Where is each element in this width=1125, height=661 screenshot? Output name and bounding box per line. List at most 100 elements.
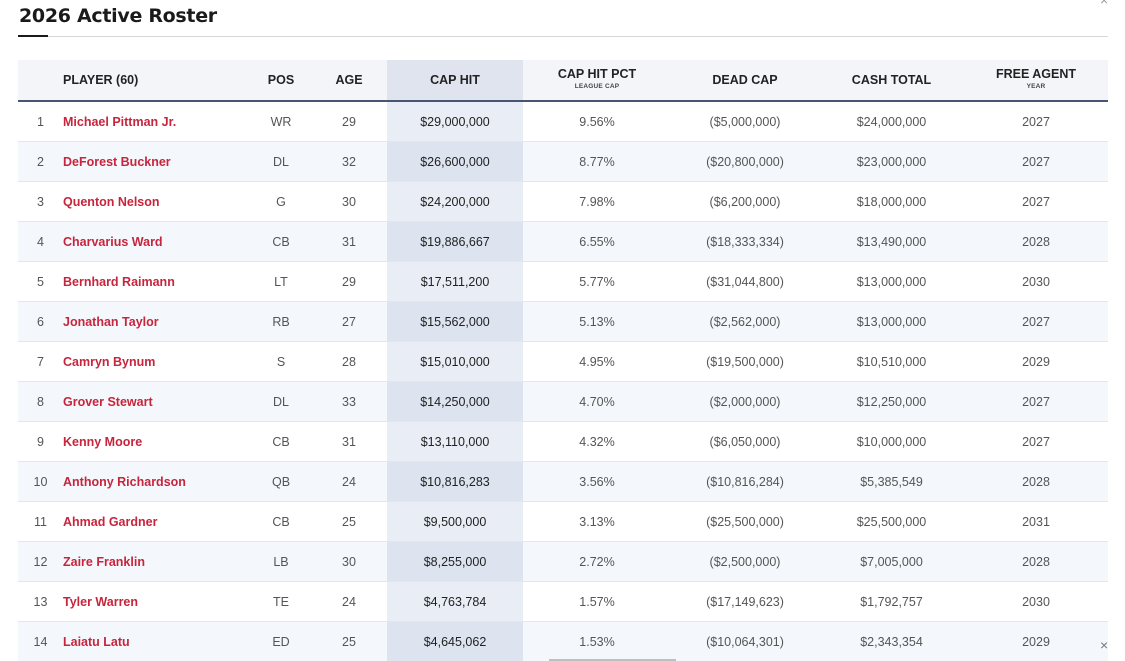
row-position-cell: CB (251, 421, 311, 462)
player-name-link[interactable]: Tyler Warren (63, 594, 139, 609)
row-free-agent-year-cell: 2027 (964, 301, 1108, 342)
row-age-cell: 33 (311, 381, 387, 422)
player-name-link[interactable]: Bernhard Raimann (63, 274, 175, 289)
row-cash-total-cell: $12,250,000 (819, 381, 964, 422)
row-position-cell: DL (251, 381, 311, 422)
table-row: 7 Camryn Bynum S 28 $15,010,000 4.95% ($19,500… (18, 341, 1108, 382)
player-name-link[interactable]: Grover Stewart (63, 394, 153, 409)
player-name-link[interactable]: Camryn Bynum (63, 354, 156, 369)
row-free-agent-year-cell: 2027 (964, 101, 1108, 142)
close-icon[interactable]: × (1100, 637, 1109, 653)
row-dead-cap-cell: ($18,333,334) (671, 221, 819, 262)
row-cap-hit-cell: $9,500,000 (387, 501, 523, 542)
table-row: 10 Anthony Richardson QB 24 $10,816,283 3.56%… (18, 461, 1108, 502)
row-cap-hit-pct-cell: 5.77% (523, 261, 671, 302)
col-header-age[interactable]: AGE (311, 60, 387, 102)
row-rank-cell: 3 (18, 181, 63, 222)
col-header-cash-total[interactable]: CASH TOTAL (819, 60, 964, 102)
title-accent-bar (18, 35, 48, 37)
row-age-cell: 31 (311, 221, 387, 262)
player-name-link[interactable]: Zaire Franklin (63, 554, 145, 569)
row-rank-cell: 6 (18, 301, 63, 342)
player-name-link[interactable]: Anthony Richardson (63, 474, 186, 489)
row-rank-cell: 7 (18, 341, 63, 382)
close-icon[interactable]: × (1100, 0, 1109, 8)
row-free-agent-year-cell: 2028 (964, 221, 1108, 262)
row-age-cell: 25 (311, 501, 387, 542)
row-cap-hit-cell: $26,600,000 (387, 141, 523, 182)
player-name-link[interactable]: Laiatu Latu (63, 634, 130, 649)
table-header-row: PLAYER (60) POS AGE CAP HIT CAP HIT PCT … (18, 60, 1108, 102)
roster-table-body: 1 Michael Pittman Jr. WR 29 $29,000,000 9.56%… (18, 101, 1108, 661)
row-age-cell: 27 (311, 301, 387, 342)
table-row: 3 Quenton Nelson G 30 $24,200,000 7.98% ($6,20… (18, 181, 1108, 222)
col-header-free-agent[interactable]: FREE AGENT YEAR (964, 60, 1108, 102)
row-rank-cell: 11 (18, 501, 63, 542)
player-name-link[interactable]: Charvarius Ward (63, 234, 163, 249)
row-cash-total-cell: $7,005,000 (819, 541, 964, 582)
col-header-cap-hit-pct-label: CAP HIT PCT (557, 66, 637, 81)
row-free-agent-year-cell: 2027 (964, 181, 1108, 222)
col-header-cap-hit-pct[interactable]: CAP HIT PCT LEAGUE CAP (523, 60, 671, 102)
row-position-cell: ED (251, 621, 311, 661)
row-cap-hit-cell: $14,250,000 (387, 381, 523, 422)
player-name-link-cell: Quenton Nelson (63, 181, 251, 222)
title-divider (18, 36, 1108, 37)
col-header-player[interactable]: PLAYER (60) (63, 60, 251, 102)
row-rank-cell: 8 (18, 381, 63, 422)
player-name-link-cell: DeForest Buckner (63, 141, 251, 182)
player-name-link[interactable]: Kenny Moore (63, 434, 143, 449)
row-dead-cap-cell: ($2,562,000) (671, 301, 819, 342)
player-name-link-cell: Camryn Bynum (63, 341, 251, 382)
col-header-rank[interactable] (18, 60, 63, 102)
row-dead-cap-cell: ($25,500,000) (671, 501, 819, 542)
player-name-link[interactable]: Ahmad Gardner (63, 514, 158, 529)
row-cap-hit-cell: $4,763,784 (387, 581, 523, 622)
row-cap-hit-cell: $4,645,062 (387, 621, 523, 661)
col-header-cap-hit-pct-sublabel: LEAGUE CAP (574, 82, 620, 90)
horizontal-scrollbar-thumb[interactable] (549, 659, 676, 661)
row-cap-hit-pct-cell: 1.57% (523, 581, 671, 622)
player-name-link[interactable]: Quenton Nelson (63, 194, 160, 209)
player-name-link[interactable]: Jonathan Taylor (63, 314, 159, 329)
row-cap-hit-pct-cell: 4.32% (523, 421, 671, 462)
row-cash-total-cell: $13,490,000 (819, 221, 964, 262)
roster-table: PLAYER (60) POS AGE CAP HIT CAP HIT PCT … (18, 60, 1108, 661)
row-cash-total-cell: $23,000,000 (819, 141, 964, 182)
col-header-cap-hit[interactable]: CAP HIT (387, 60, 523, 102)
row-free-agent-year-cell: 2029 (964, 621, 1108, 661)
row-cap-hit-cell: $17,511,200 (387, 261, 523, 302)
row-cap-hit-pct-cell: 1.53% (523, 621, 671, 661)
table-row: 4 Charvarius Ward CB 31 $19,886,667 6.55% ($18… (18, 221, 1108, 262)
row-dead-cap-cell: ($2,500,000) (671, 541, 819, 582)
row-cap-hit-cell: $15,562,000 (387, 301, 523, 342)
row-rank-cell: 2 (18, 141, 63, 182)
row-cap-hit-cell: $10,816,283 (387, 461, 523, 502)
table-row: 13 Tyler Warren TE 24 $4,763,784 1.57% ($17,14… (18, 581, 1108, 622)
row-cap-hit-cell: $8,255,000 (387, 541, 523, 582)
row-cash-total-cell: $18,000,000 (819, 181, 964, 222)
row-cash-total-cell: $25,500,000 (819, 501, 964, 542)
row-cap-hit-pct-cell: 3.56% (523, 461, 671, 502)
table-row: 9 Kenny Moore CB 31 $13,110,000 4.32% ($6,050,… (18, 421, 1108, 462)
row-age-cell: 24 (311, 461, 387, 502)
row-free-agent-year-cell: 2031 (964, 501, 1108, 542)
row-rank-cell: 12 (18, 541, 63, 582)
row-position-cell: G (251, 181, 311, 222)
row-cash-total-cell: $13,000,000 (819, 261, 964, 302)
player-name-link[interactable]: Michael Pittman Jr. (63, 114, 177, 129)
row-cash-total-cell: $24,000,000 (819, 101, 964, 142)
col-header-pos[interactable]: POS (251, 60, 311, 102)
row-age-cell: 31 (311, 421, 387, 462)
player-name-link[interactable]: DeForest Buckner (63, 154, 171, 169)
row-dead-cap-cell: ($19,500,000) (671, 341, 819, 382)
player-name-link-cell: Jonathan Taylor (63, 301, 251, 342)
row-dead-cap-cell: ($5,000,000) (671, 101, 819, 142)
table-row: 6 Jonathan Taylor RB 27 $15,562,000 5.13% ($2,… (18, 301, 1108, 342)
row-rank-cell: 9 (18, 421, 63, 462)
row-age-cell: 30 (311, 181, 387, 222)
row-cap-hit-cell: $19,886,667 (387, 221, 523, 262)
col-header-dead-cap[interactable]: DEAD CAP (671, 60, 819, 102)
row-free-agent-year-cell: 2027 (964, 141, 1108, 182)
